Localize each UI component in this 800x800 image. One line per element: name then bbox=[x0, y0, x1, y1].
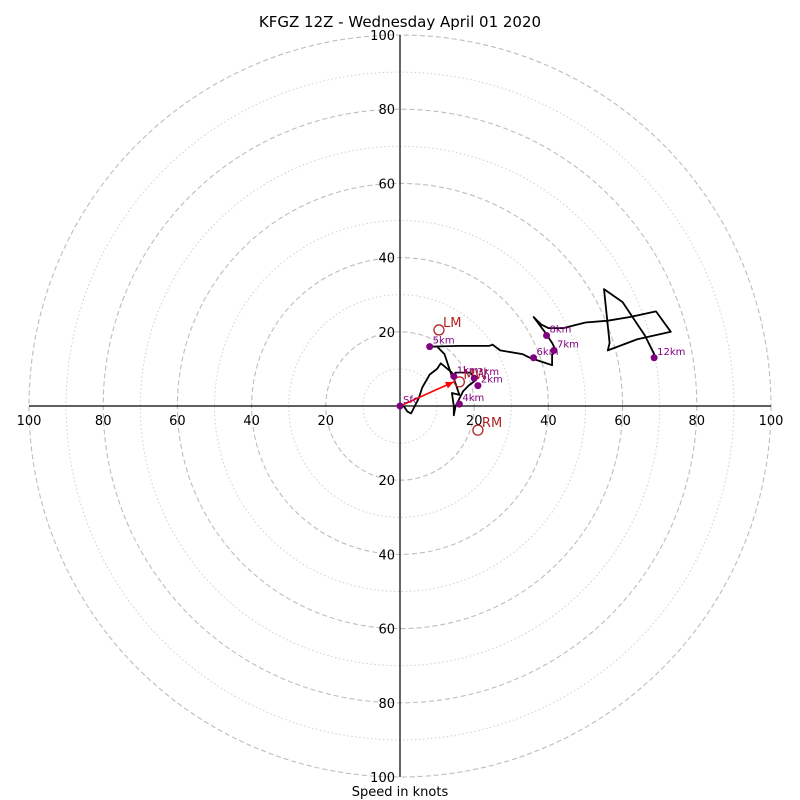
shear-vector-arrowhead bbox=[445, 381, 454, 389]
tick-label: 80 bbox=[95, 414, 112, 429]
storm-motion-marker bbox=[472, 424, 484, 436]
tick-label: 60 bbox=[614, 414, 631, 429]
chart-title: KFGZ 12Z - Wednesday April 01 2020 bbox=[259, 13, 541, 31]
height-label: 3km bbox=[477, 367, 499, 378]
height-point bbox=[550, 346, 558, 354]
height-point bbox=[650, 354, 658, 362]
height-point bbox=[470, 374, 478, 382]
height-label: 2km bbox=[481, 375, 503, 386]
height-point bbox=[530, 354, 538, 362]
height-point bbox=[450, 372, 458, 380]
height-label: 12km bbox=[657, 347, 685, 358]
tick-labels: 2020202040404040606060608080808010010010… bbox=[17, 29, 784, 786]
storm-motion-marker bbox=[433, 324, 445, 336]
storm-motion-label: LM bbox=[443, 316, 461, 331]
tick-label: 100 bbox=[17, 414, 42, 429]
height-point bbox=[455, 400, 463, 408]
tick-label: 40 bbox=[378, 252, 395, 267]
height-point bbox=[543, 332, 551, 340]
tick-label: 100 bbox=[759, 414, 784, 429]
shear-vector-line bbox=[399, 381, 455, 407]
height-label: 5km bbox=[433, 336, 455, 347]
tick-label: 80 bbox=[689, 414, 706, 429]
storm-motion-marker bbox=[453, 376, 466, 388]
tick-label: 80 bbox=[378, 103, 395, 118]
tick-label: 80 bbox=[378, 697, 395, 712]
tick-label: 20 bbox=[318, 414, 335, 429]
tick-label: 40 bbox=[540, 414, 557, 429]
height-label: 6km bbox=[537, 347, 559, 358]
tick-label: 20 bbox=[378, 326, 395, 341]
storm-motion-label: RM bbox=[482, 416, 502, 431]
height-label: 4km bbox=[462, 393, 484, 404]
shear-vector-group bbox=[399, 381, 455, 407]
tick-label: 100 bbox=[370, 29, 395, 44]
x-axis-label: Speed in knots bbox=[352, 785, 449, 800]
height-point bbox=[426, 343, 434, 351]
tick-label: 100 bbox=[370, 771, 395, 786]
tick-label: 40 bbox=[243, 414, 260, 429]
height-point bbox=[474, 382, 482, 390]
height-label: 8km bbox=[550, 325, 572, 336]
height-label: Sfc bbox=[403, 395, 418, 406]
height-label: 1km bbox=[457, 365, 479, 376]
height-label: 7km bbox=[557, 339, 579, 350]
tick-label: 60 bbox=[169, 414, 186, 429]
tick-label: 40 bbox=[378, 548, 395, 563]
tick-label: 60 bbox=[378, 623, 395, 638]
tick-label: 60 bbox=[378, 177, 395, 192]
tick-label: 20 bbox=[378, 474, 395, 489]
height-point bbox=[396, 402, 404, 410]
